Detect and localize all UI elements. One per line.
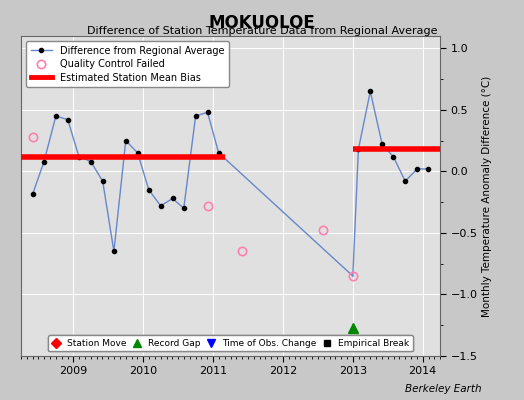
Difference from Regional Average bbox=[204, 110, 211, 115]
Difference from Regional Average bbox=[76, 154, 82, 159]
Difference from Regional Average bbox=[88, 159, 94, 164]
Difference from Regional Average bbox=[41, 159, 47, 164]
Difference from Regional Average bbox=[100, 179, 106, 184]
Difference from Regional Average bbox=[30, 191, 36, 196]
Difference from Regional Average bbox=[158, 204, 164, 208]
Difference from Regional Average bbox=[146, 188, 152, 192]
Legend: Station Move, Record Gap, Time of Obs. Change, Empirical Break: Station Move, Record Gap, Time of Obs. C… bbox=[49, 335, 412, 352]
Difference from Regional Average bbox=[215, 150, 222, 155]
Difference from Regional Average bbox=[53, 114, 59, 118]
Difference from Regional Average bbox=[123, 138, 129, 143]
Difference from Regional Average bbox=[192, 114, 199, 118]
Text: Difference of Station Temperature Data from Regional Average: Difference of Station Temperature Data f… bbox=[87, 26, 437, 36]
Line: Difference from Regional Average: Difference from Regional Average bbox=[31, 110, 221, 254]
Difference from Regional Average bbox=[135, 150, 141, 155]
Difference from Regional Average bbox=[181, 206, 187, 211]
Text: Berkeley Earth: Berkeley Earth bbox=[406, 384, 482, 394]
Difference from Regional Average bbox=[169, 196, 176, 201]
Difference from Regional Average bbox=[111, 249, 117, 254]
Text: MOKUOLOE: MOKUOLOE bbox=[209, 14, 315, 32]
Y-axis label: Monthly Temperature Anomaly Difference (°C): Monthly Temperature Anomaly Difference (… bbox=[482, 75, 492, 317]
Difference from Regional Average bbox=[64, 117, 71, 122]
